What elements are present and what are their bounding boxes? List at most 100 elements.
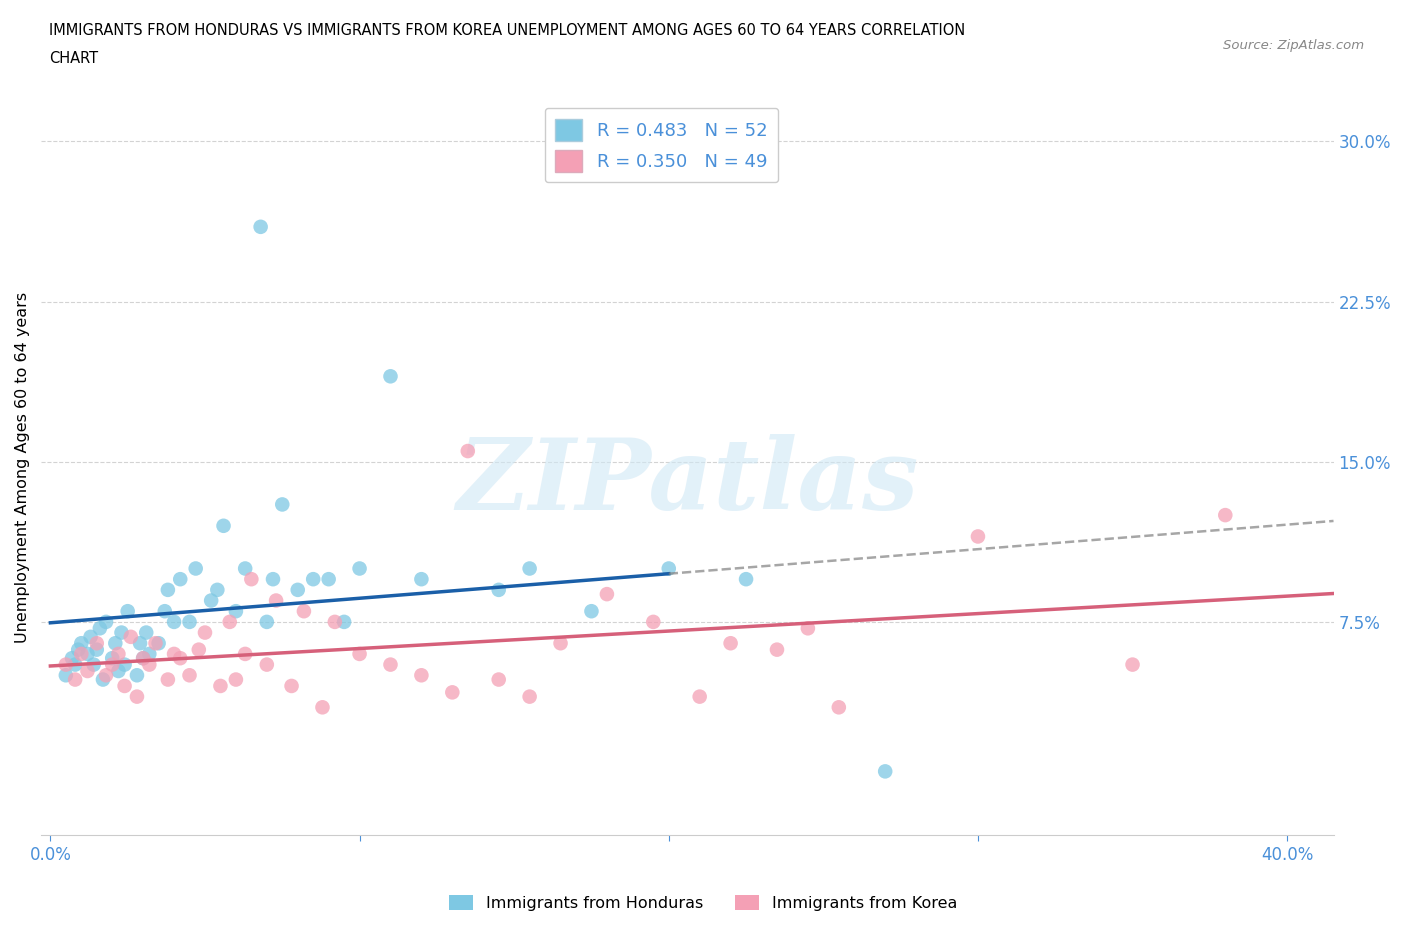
Point: [488, 672, 510, 687]
Point: [117, 604, 139, 618]
Point: [169, 572, 191, 587]
Point: [225, 672, 247, 687]
Point: [658, 561, 681, 576]
Point: [287, 582, 309, 597]
Point: [55, 658, 77, 672]
Point: [720, 636, 742, 651]
Text: Source: ZipAtlas.com: Source: ZipAtlas.com: [1223, 39, 1364, 52]
Point: [292, 604, 315, 618]
Y-axis label: Unemployment Among Ages 60 to 64 years: Unemployment Among Ages 60 to 64 years: [15, 291, 30, 643]
Point: [55, 668, 77, 683]
Point: [132, 651, 155, 666]
Point: [271, 497, 294, 512]
Point: [200, 593, 222, 608]
Point: [94, 668, 117, 683]
Point: [110, 625, 132, 640]
Point: [91, 672, 114, 687]
Point: [262, 572, 284, 587]
Point: [156, 672, 179, 687]
Legend: R = 0.483   N = 52, R = 0.350   N = 49: R = 0.483 N = 52, R = 0.350 N = 49: [544, 108, 779, 182]
Point: [581, 604, 603, 618]
Point: [209, 679, 232, 694]
Point: [207, 582, 229, 597]
Point: [249, 219, 271, 234]
Point: [323, 615, 346, 630]
Point: [218, 615, 240, 630]
Point: [86, 636, 108, 651]
Point: [194, 625, 217, 640]
Legend: Immigrants from Honduras, Immigrants from Korea: Immigrants from Honduras, Immigrants fro…: [443, 889, 963, 917]
Point: [766, 643, 789, 658]
Point: [457, 444, 479, 458]
Point: [63, 658, 86, 672]
Point: [441, 684, 464, 699]
Point: [63, 672, 86, 687]
Point: [256, 658, 278, 672]
Point: [129, 636, 152, 651]
Point: [264, 593, 287, 608]
Point: [689, 689, 711, 704]
Point: [519, 689, 541, 704]
Point: [67, 643, 90, 658]
Point: [101, 651, 124, 666]
Point: [967, 529, 990, 544]
Point: [125, 689, 148, 704]
Point: [104, 636, 127, 651]
Point: [120, 630, 142, 644]
Point: [233, 561, 256, 576]
Point: [187, 643, 209, 658]
Point: [60, 651, 83, 666]
Point: [179, 615, 201, 630]
Point: [233, 646, 256, 661]
Point: [138, 658, 160, 672]
Point: [163, 646, 186, 661]
Point: [83, 658, 105, 672]
Point: [101, 658, 124, 672]
Point: [488, 582, 510, 597]
Point: [596, 587, 619, 602]
Point: [318, 572, 340, 587]
Point: [1213, 508, 1236, 523]
Text: IMMIGRANTS FROM HONDURAS VS IMMIGRANTS FROM KOREA UNEMPLOYMENT AMONG AGES 60 TO : IMMIGRANTS FROM HONDURAS VS IMMIGRANTS F…: [49, 23, 966, 38]
Point: [163, 615, 186, 630]
Point: [380, 658, 402, 672]
Point: [302, 572, 325, 587]
Point: [212, 518, 235, 533]
Point: [169, 651, 191, 666]
Point: [94, 615, 117, 630]
Text: ZIPatlas: ZIPatlas: [456, 433, 918, 530]
Point: [380, 369, 402, 384]
Point: [138, 646, 160, 661]
Point: [153, 604, 176, 618]
Point: [179, 668, 201, 683]
Point: [184, 561, 207, 576]
Point: [256, 615, 278, 630]
Point: [225, 604, 247, 618]
Point: [135, 625, 157, 640]
Point: [114, 658, 136, 672]
Point: [89, 621, 111, 636]
Point: [132, 651, 155, 666]
Point: [311, 700, 333, 715]
Point: [280, 679, 302, 694]
Point: [125, 668, 148, 683]
Point: [79, 630, 101, 644]
Point: [240, 572, 263, 587]
Point: [76, 646, 98, 661]
Point: [114, 679, 136, 694]
Point: [411, 572, 433, 587]
Point: [1122, 658, 1144, 672]
Point: [349, 646, 371, 661]
Point: [875, 764, 897, 778]
Point: [519, 561, 541, 576]
Point: [145, 636, 167, 651]
Point: [76, 664, 98, 679]
Point: [735, 572, 758, 587]
Point: [70, 646, 93, 661]
Point: [107, 664, 129, 679]
Point: [333, 615, 356, 630]
Point: [797, 621, 820, 636]
Text: CHART: CHART: [49, 51, 98, 66]
Point: [86, 643, 108, 658]
Point: [70, 636, 93, 651]
